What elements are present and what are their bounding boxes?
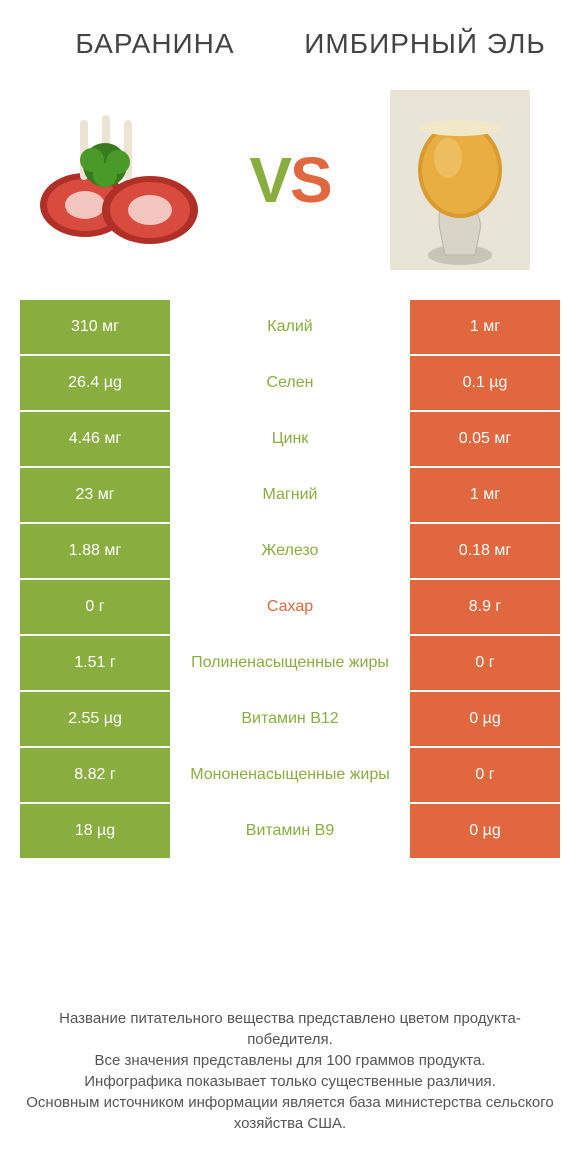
cell-mid: Магний <box>170 468 410 522</box>
cell-right: 8.9 г <box>410 580 560 634</box>
cell-right: 0.05 мг <box>410 412 560 466</box>
cell-right: 1 мг <box>410 300 560 354</box>
cell-left: 310 мг <box>20 300 170 354</box>
cell-left: 23 мг <box>20 468 170 522</box>
table-row: 1.88 мгЖелезо0.18 мг <box>20 524 560 580</box>
cell-left: 26.4 µg <box>20 356 170 410</box>
cell-left: 1.51 г <box>20 636 170 690</box>
cell-right: 0 г <box>410 748 560 802</box>
cell-mid: Сахар <box>170 580 410 634</box>
comparison-table: 310 мгКалий1 мг26.4 µgСелен0.1 µg4.46 мг… <box>20 300 560 860</box>
table-row: 1.51 гПолиненасыщенные жиры0 г <box>20 636 560 692</box>
table-row: 23 мгМагний1 мг <box>20 468 560 524</box>
cell-right: 0 г <box>410 636 560 690</box>
cell-mid: Витамин B9 <box>170 804 410 858</box>
title-right: ИМБИРНЫЙ ЭЛЬ <box>290 28 560 60</box>
cell-left: 2.55 µg <box>20 692 170 746</box>
cell-right: 0 µg <box>410 804 560 858</box>
table-row: 0 гСахар8.9 г <box>20 580 560 636</box>
table-row: 8.82 гМононенасыщенные жиры0 г <box>20 748 560 804</box>
cell-mid: Селен <box>170 356 410 410</box>
images-row: VS <box>0 70 580 300</box>
cell-mid: Полиненасыщенные жиры <box>170 636 410 690</box>
cell-left: 1.88 мг <box>20 524 170 578</box>
cell-right: 1 мг <box>410 468 560 522</box>
table-row: 26.4 µgСелен0.1 µg <box>20 356 560 412</box>
lamb-meat-icon <box>30 90 210 270</box>
table-row: 310 мгКалий1 мг <box>20 300 560 356</box>
cell-mid: Железо <box>170 524 410 578</box>
footer-line: Все значения представлены для 100 граммо… <box>20 1050 560 1071</box>
cell-left: 8.82 г <box>20 748 170 802</box>
cell-mid: Мононенасыщенные жиры <box>170 748 410 802</box>
cell-left: 0 г <box>20 580 170 634</box>
cell-mid: Цинк <box>170 412 410 466</box>
cell-mid: Витамин B12 <box>170 692 410 746</box>
table-row: 2.55 µgВитамин B120 µg <box>20 692 560 748</box>
titles-row: БАРАНИНА ИМБИРНЫЙ ЭЛЬ <box>0 0 580 70</box>
table-row: 18 µgВитамин B90 µg <box>20 804 560 860</box>
cell-left: 18 µg <box>20 804 170 858</box>
vs-v: V <box>249 144 290 216</box>
footer-line: Основным источником информации является … <box>20 1092 560 1134</box>
vs-label: VS <box>249 143 330 217</box>
cell-right: 0.1 µg <box>410 356 560 410</box>
footer-line: Инфографика показывает только существенн… <box>20 1071 560 1092</box>
table-row: 4.46 мгЦинк0.05 мг <box>20 412 560 468</box>
title-left: БАРАНИНА <box>20 28 290 60</box>
footer-line: Название питательного вещества представл… <box>20 1008 560 1050</box>
ginger-ale-icon <box>390 90 530 270</box>
image-left <box>30 90 210 270</box>
cell-left: 4.46 мг <box>20 412 170 466</box>
footer-note: Название питательного вещества представл… <box>20 1008 560 1134</box>
cell-right: 0 µg <box>410 692 560 746</box>
image-right <box>370 90 550 270</box>
cell-right: 0.18 мг <box>410 524 560 578</box>
cell-mid: Калий <box>170 300 410 354</box>
vs-s: S <box>290 144 331 216</box>
